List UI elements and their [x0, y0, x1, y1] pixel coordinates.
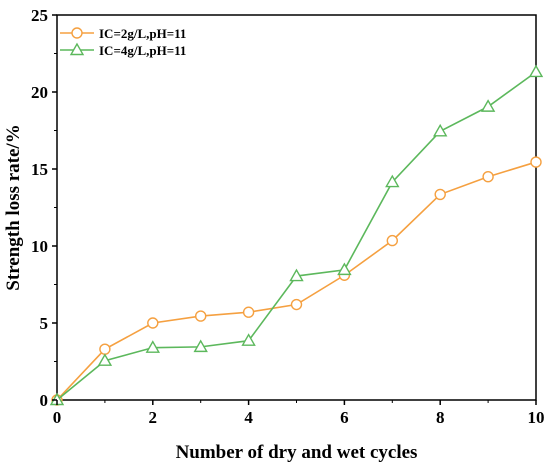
data-point	[434, 188, 446, 201]
plot-frame	[56, 14, 537, 401]
data-point	[432, 123, 448, 137]
data-point	[289, 268, 304, 282]
legend-label: IC=4g/L,pH=11	[99, 43, 186, 58]
data-point	[147, 317, 159, 329]
data-point	[530, 156, 542, 168]
x-tick-label: 8	[436, 408, 445, 427]
series-layer	[49, 64, 544, 406]
legend-item: IC=4g/L,pH=11	[60, 42, 186, 58]
data-point	[528, 64, 544, 78]
data-point	[480, 99, 496, 112]
y-tick-label: 5	[40, 314, 49, 333]
data-point	[145, 340, 161, 353]
data-point	[242, 306, 255, 318]
data-point	[385, 174, 400, 188]
axes-layer: 0 2 4 6 8 10 0 5 10 15 20 25	[31, 6, 545, 427]
series-2	[49, 64, 544, 406]
series-1	[51, 156, 542, 406]
y-axis-title: Strength loss rate/%	[3, 124, 24, 290]
legend-item: IC=2g/L,pH=11	[60, 26, 186, 41]
x-tick-label: 0	[53, 408, 62, 427]
y-tick-label: 20	[31, 83, 48, 102]
y-tick-label: 25	[31, 6, 48, 25]
data-point	[193, 339, 208, 353]
data-point	[97, 353, 113, 366]
data-point	[290, 298, 303, 311]
y-tick-label: 10	[31, 237, 48, 256]
y-tick-label: 0	[40, 391, 49, 410]
legend: IC=2g/L,pH=11 IC=4g/L,pH=11	[60, 26, 186, 58]
x-axis-title: Number of dry and wet cycles	[176, 442, 418, 463]
x-tick-label: 10	[528, 408, 545, 427]
data-point	[194, 310, 207, 322]
plot-area	[56, 14, 537, 401]
data-point	[69, 42, 85, 56]
data-point	[241, 333, 256, 346]
x-tick-label: 4	[244, 408, 253, 427]
x-tick-label: 6	[340, 408, 349, 427]
y-tick-label: 15	[31, 160, 48, 179]
x-tick-label: 2	[149, 408, 158, 427]
data-point	[337, 262, 352, 276]
legend-label: IC=2g/L,pH=11	[99, 26, 186, 41]
data-point	[71, 27, 83, 39]
series-line	[56, 71, 537, 401]
data-point	[99, 343, 111, 355]
data-point	[386, 234, 398, 247]
data-point	[482, 170, 494, 183]
